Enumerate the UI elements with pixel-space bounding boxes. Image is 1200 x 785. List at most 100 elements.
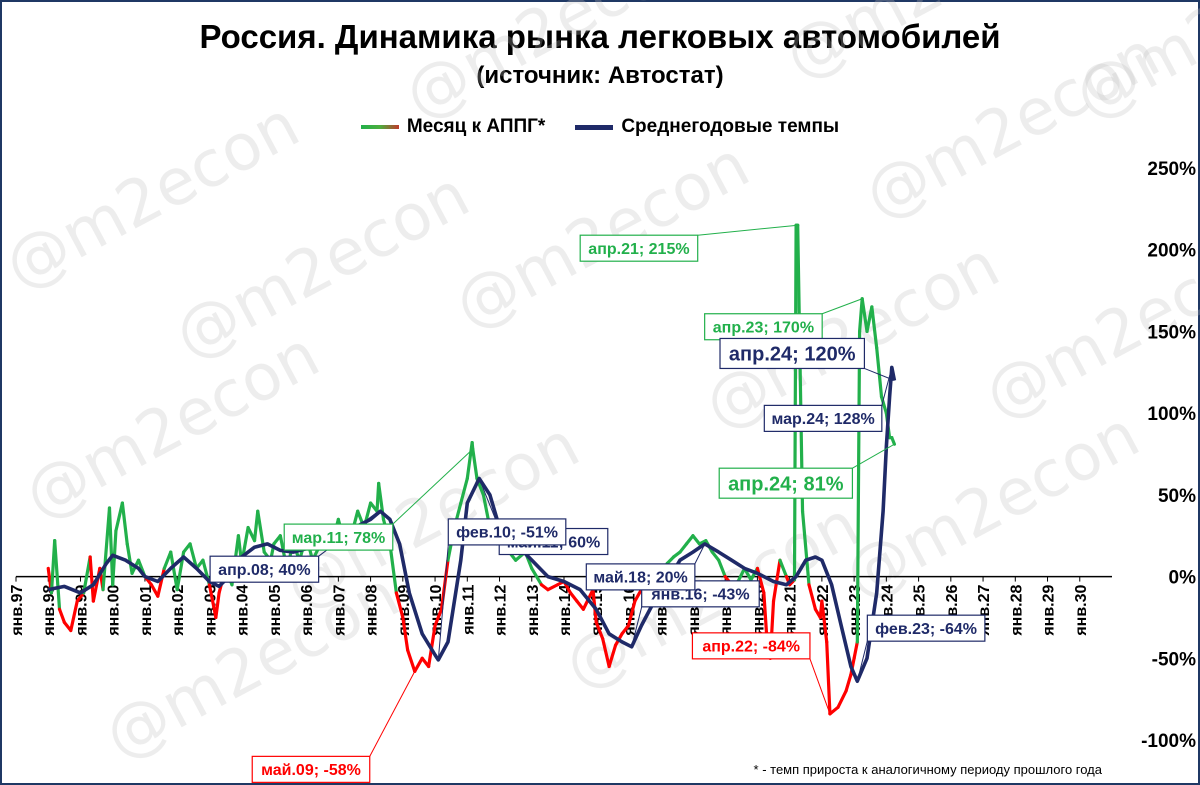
x-tick-label: янв.97 — [9, 584, 26, 636]
annotation-leader — [864, 367, 895, 381]
annotation-label: фев.23; -64% — [875, 621, 977, 638]
annotation-leader — [631, 606, 643, 647]
x-tick-label: янв.08 — [364, 584, 381, 636]
series-monthly-segment — [678, 542, 689, 554]
y-tick-label: 250% — [1147, 159, 1196, 180]
series-monthly-segment — [214, 591, 221, 620]
annotation-leader — [822, 298, 863, 315]
annotation-label: май.18; 20% — [593, 570, 687, 587]
x-tick-label: янв.29 — [1041, 584, 1058, 636]
annotation-box — [447, 518, 567, 546]
legend-label-average: Среднегодовые темпы — [621, 116, 840, 137]
series-monthly-segment — [879, 395, 888, 415]
annotation-label: мар.11; 78% — [292, 530, 385, 547]
x-tick-label: янв.99 — [73, 584, 90, 636]
series-monthly-segment — [401, 615, 410, 652]
series-monthly-segment — [459, 476, 469, 505]
annotation-box — [763, 404, 883, 432]
series-monthly-segment — [88, 555, 95, 603]
annotation-leader — [697, 224, 798, 236]
annotation-label: апр.24; 120% — [729, 344, 856, 366]
x-tick-label: янв.00 — [106, 584, 123, 636]
series-monthly-segment — [101, 506, 112, 592]
series-monthly-segment — [156, 566, 166, 598]
x-tick-label: янв.14 — [557, 584, 574, 636]
annotation-label: май.09; -58% — [261, 762, 361, 779]
x-tick-label: янв.12 — [493, 584, 510, 636]
footnote: * - темп прироста к аналогичному периоду… — [753, 762, 1102, 777]
x-tick-label: янв.06 — [299, 584, 316, 636]
series-monthly-segment — [844, 673, 853, 693]
x-tick-label: янв.11 — [460, 584, 477, 635]
legend-label-monthly: Месяц к АППГ* — [406, 116, 546, 137]
annotation-label: апр.23; 170% — [713, 320, 814, 337]
legend-swatch-average — [575, 124, 614, 130]
legend: Месяц к АППГ* Среднегодовые темпы — [0, 116, 1200, 138]
x-tick-label: янв.05 — [267, 584, 284, 636]
series-monthly-segment — [69, 599, 79, 633]
annotation-box — [251, 755, 371, 783]
series-monthly-segment — [594, 620, 605, 641]
series-monthly-segment — [413, 656, 424, 673]
x-tick-label: янв.09 — [396, 584, 413, 636]
annotation-box — [283, 523, 394, 551]
series-monthly-segment — [626, 599, 637, 628]
annotation-leader — [852, 443, 895, 469]
chart-subtitle: (источник: Автостат) — [476, 62, 724, 89]
x-tick-label: янв.01 — [138, 584, 155, 636]
annotation-label: фев.10; -51% — [456, 525, 558, 542]
series-monthly-segment — [125, 542, 134, 575]
series-monthly-segment — [120, 501, 129, 546]
annotation-box — [866, 614, 986, 642]
annotation-leader — [856, 641, 868, 682]
series-monthly-segment — [57, 607, 66, 624]
series-monthly-segment — [207, 583, 218, 620]
annotation-box — [719, 337, 866, 370]
x-tick-label: янв.02 — [170, 584, 187, 636]
y-tick-label: -50% — [1152, 649, 1196, 670]
series-monthly-segment — [568, 591, 579, 603]
series-monthly-segment — [427, 623, 437, 669]
annotation-box — [579, 234, 699, 262]
legend-swatch-monthly — [360, 125, 399, 129]
annotation-label: янв.16; -43% — [650, 587, 749, 604]
x-tick-label: янв.13 — [525, 584, 542, 636]
series-monthly-segment — [188, 542, 199, 571]
series-monthly-segment — [890, 436, 897, 446]
watermark-text: @m2econ — [13, 318, 331, 534]
series-monthly-segment — [169, 550, 179, 592]
series-monthly-segment — [855, 329, 862, 644]
series-monthly-segment — [836, 689, 848, 709]
annotation-leader — [881, 367, 893, 406]
annotation-leader — [437, 544, 449, 660]
series-monthly-segment — [530, 566, 544, 587]
y-tick-label: 50% — [1158, 486, 1196, 507]
series-monthly-segment — [433, 607, 444, 628]
y-tick-label: -100% — [1141, 731, 1196, 752]
x-tick-label: янв.16 — [621, 584, 638, 636]
x-tick-label: янв.07 — [331, 584, 348, 636]
annotation-label: апр.22; -84% — [702, 639, 800, 656]
series-monthly-segment — [828, 705, 840, 716]
series-monthly-segment — [800, 509, 811, 587]
annotation-label: мар.24; 128% — [771, 411, 874, 428]
x-tick-label: янв.98 — [41, 584, 58, 636]
series-monthly-segment — [875, 346, 884, 399]
legend-item-monthly: Месяц к АППГ* — [360, 116, 546, 138]
annotation-label: апр.24; 81% — [728, 473, 844, 495]
series-monthly-segment — [546, 583, 560, 592]
watermark-text: @m2econ — [393, 0, 711, 134]
x-tick-label: янв.23 — [847, 584, 864, 636]
annotation-leader — [392, 448, 474, 525]
series-monthly-segment — [807, 583, 818, 611]
y-tick-label: 150% — [1147, 322, 1196, 343]
series-monthly-segment — [406, 648, 417, 673]
series-monthly-segment — [792, 223, 798, 582]
series-monthly-segment — [114, 501, 124, 533]
series-monthly-segment — [607, 643, 618, 669]
series-monthly-segment — [825, 640, 832, 716]
series-monthly-segment — [633, 588, 643, 603]
annotation-box — [691, 632, 811, 660]
